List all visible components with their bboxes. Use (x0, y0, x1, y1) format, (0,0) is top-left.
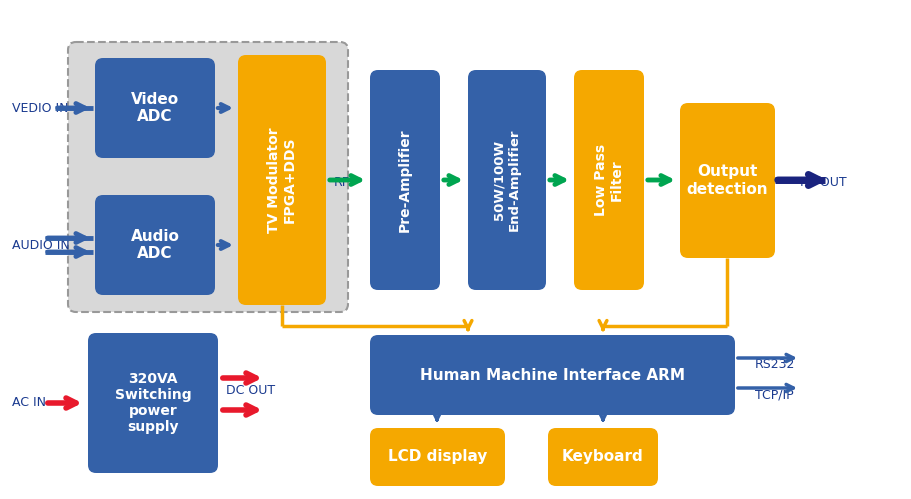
FancyBboxPatch shape (370, 70, 439, 290)
Text: RF: RF (333, 177, 350, 190)
Text: DC OUT: DC OUT (226, 384, 275, 397)
FancyBboxPatch shape (87, 333, 218, 473)
Text: 320VA
Switching
power
supply: 320VA Switching power supply (115, 372, 191, 434)
FancyBboxPatch shape (68, 42, 348, 312)
Text: RF OUT: RF OUT (799, 177, 845, 190)
FancyBboxPatch shape (680, 103, 774, 258)
Text: TV Modulator
FPGA+DDS: TV Modulator FPGA+DDS (267, 127, 297, 233)
Text: VEDIO IN: VEDIO IN (12, 101, 68, 114)
FancyBboxPatch shape (573, 70, 643, 290)
Text: Pre-Amplifier: Pre-Amplifier (397, 128, 412, 232)
Text: 50W/100W
End-Amplifier: 50W/100W End-Amplifier (493, 129, 520, 231)
Text: Keyboard: Keyboard (561, 450, 643, 465)
Text: Human Machine Interface ARM: Human Machine Interface ARM (420, 367, 684, 383)
FancyBboxPatch shape (467, 70, 546, 290)
FancyBboxPatch shape (95, 58, 215, 158)
Text: AUDIO IN: AUDIO IN (12, 239, 69, 251)
Text: AC IN: AC IN (12, 397, 46, 410)
Text: Video
ADC: Video ADC (131, 92, 179, 124)
FancyBboxPatch shape (370, 335, 734, 415)
FancyBboxPatch shape (370, 428, 505, 486)
FancyBboxPatch shape (95, 195, 215, 295)
Text: Audio
ADC: Audio ADC (130, 229, 179, 261)
Text: RS232: RS232 (754, 358, 794, 371)
Text: Output
detection: Output detection (686, 164, 767, 197)
FancyBboxPatch shape (238, 55, 325, 305)
Text: LCD display: LCD display (387, 450, 486, 465)
Text: TCP/IP: TCP/IP (754, 389, 793, 402)
Text: Low Pass
Filter: Low Pass Filter (593, 144, 623, 216)
FancyBboxPatch shape (548, 428, 657, 486)
